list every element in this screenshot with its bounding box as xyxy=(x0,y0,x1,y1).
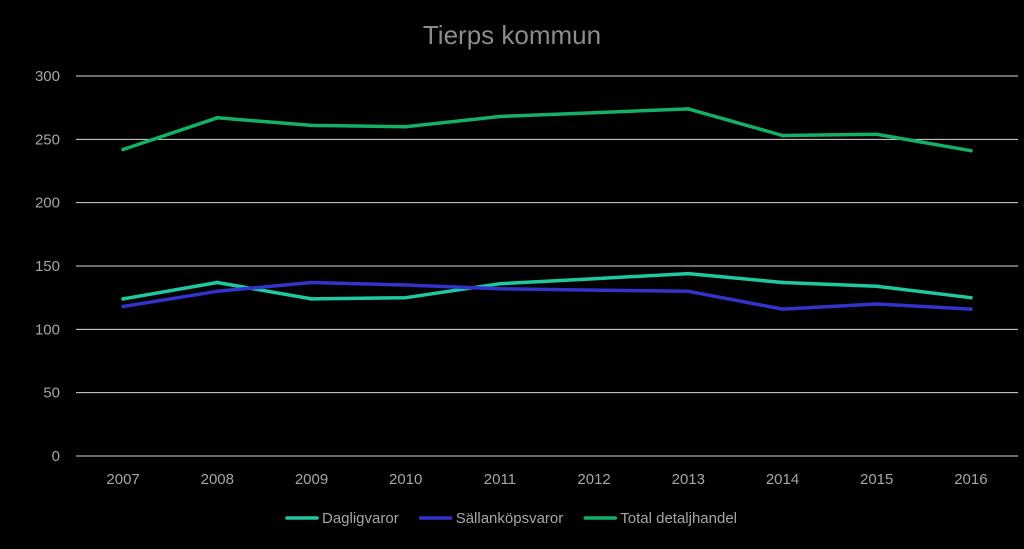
data-point xyxy=(969,307,973,311)
data-point xyxy=(498,114,502,119)
data-point xyxy=(780,133,785,138)
series-line-3 xyxy=(121,107,973,153)
data-point xyxy=(780,307,785,311)
data-point xyxy=(309,280,314,285)
data-point xyxy=(403,124,408,129)
data-point xyxy=(686,289,691,294)
data-point xyxy=(874,132,879,137)
y-tick-label: 200 xyxy=(35,195,60,212)
data-point xyxy=(874,302,879,306)
y-tick-label: 0 xyxy=(52,448,60,465)
data-point xyxy=(121,147,125,152)
y-axis-ticks: 0 50 100 150 200 250 300 xyxy=(35,68,60,465)
y-tick-label: 300 xyxy=(35,68,60,85)
series-lines xyxy=(121,107,973,311)
x-tick-label: 2011 xyxy=(484,471,516,488)
legend: Dagligvaror Sällanköpsvaror Total detaljha… xyxy=(285,510,737,527)
data-point xyxy=(969,295,973,300)
data-point xyxy=(686,271,691,276)
data-point xyxy=(121,297,125,301)
legend-label: Dagligvaror xyxy=(322,510,399,527)
x-tick-label: 2013 xyxy=(672,471,705,488)
data-point xyxy=(215,280,220,285)
data-point xyxy=(686,107,691,111)
data-point xyxy=(874,284,879,289)
x-axis-ticks: 2007 2008 2009 2010 2011 2012 2013 2014 2015 2016 xyxy=(106,471,987,488)
y-tick-label: 100 xyxy=(35,321,60,338)
gridlines xyxy=(76,75,1018,457)
data-point xyxy=(592,288,596,292)
y-tick-label: 250 xyxy=(35,131,60,148)
x-tick-label: 2007 xyxy=(106,471,139,488)
x-tick-label: 2008 xyxy=(201,471,234,488)
data-point xyxy=(309,297,314,301)
x-tick-label: 2015 xyxy=(860,471,893,488)
x-tick-label: 2010 xyxy=(389,471,422,488)
legend-label: Total detaljhandel xyxy=(620,510,737,527)
data-point xyxy=(403,283,408,287)
data-point xyxy=(592,276,596,281)
x-tick-label: 2014 xyxy=(766,471,799,488)
data-point xyxy=(969,148,973,153)
x-tick-label: 2012 xyxy=(577,471,610,488)
x-tick-label: 2009 xyxy=(295,471,328,488)
y-tick-label: 150 xyxy=(35,258,60,275)
series-line-1 xyxy=(121,271,973,301)
data-point xyxy=(780,280,785,285)
data-point xyxy=(215,116,220,120)
y-tick-label: 50 xyxy=(43,385,60,402)
data-point xyxy=(592,110,596,115)
data-point xyxy=(215,289,220,294)
legend-label: Sällanköpsvaror xyxy=(456,510,564,527)
data-point xyxy=(403,295,408,300)
data-point xyxy=(498,281,502,286)
series-line-2 xyxy=(121,280,973,311)
data-point xyxy=(121,304,125,309)
chart-title: Tierps kommun xyxy=(423,20,601,50)
data-point xyxy=(498,287,502,291)
x-tick-label: 2016 xyxy=(954,471,987,488)
data-point xyxy=(309,123,314,128)
